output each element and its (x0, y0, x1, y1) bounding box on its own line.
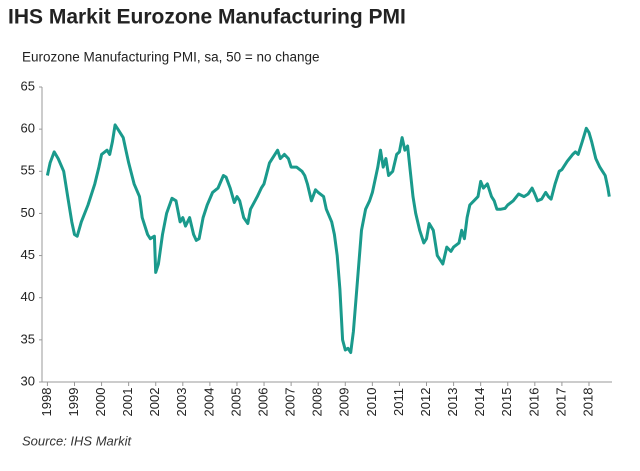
y-tick-label: 55 (21, 163, 35, 178)
y-tick-label: 35 (21, 331, 35, 346)
chart-subtitle: Eurozone Manufacturing PMI, sa, 50 = no … (22, 50, 320, 65)
y-tick-label: 40 (21, 289, 35, 304)
x-tick-label: 2015 (499, 388, 514, 417)
x-tick-label: 2002 (147, 388, 162, 417)
x-tick-label: 1998 (39, 388, 54, 417)
x-tick-label: 2014 (472, 388, 487, 417)
y-tick-label: 65 (21, 78, 35, 93)
x-tick-label: 2008 (310, 388, 325, 417)
x-tick-label: 2009 (337, 388, 352, 417)
x-tick-label: 2007 (283, 388, 298, 417)
x-tick-label: 2010 (364, 388, 379, 417)
pmi-line (45, 123, 611, 354)
x-tick-label: 2011 (391, 388, 406, 416)
x-tick-label: 2005 (228, 388, 243, 417)
x-tick-label: 2012 (418, 388, 433, 417)
x-tick-label: 2013 (445, 388, 460, 417)
x-tick-label: 2016 (526, 388, 541, 417)
y-tick-label: 30 (21, 373, 35, 388)
x-tick-label: 2017 (553, 388, 568, 417)
y-tick-label: 60 (21, 121, 35, 136)
x-tick-label: 2001 (120, 388, 135, 417)
y-tick-label: 45 (21, 247, 35, 262)
x-tick-label: 1999 (66, 388, 81, 417)
y-tick-label: 50 (21, 205, 35, 220)
source-note: Source: IHS Markit (22, 433, 132, 448)
x-tick-label: 2004 (201, 388, 216, 417)
chart-title: IHS Markit Eurozone Manufacturing PMI (8, 6, 406, 29)
x-tick-label: 2003 (174, 388, 189, 417)
x-tick-label: 2000 (93, 388, 108, 417)
x-tick-label: 2018 (580, 388, 595, 417)
x-tick-label: 2006 (255, 388, 270, 417)
